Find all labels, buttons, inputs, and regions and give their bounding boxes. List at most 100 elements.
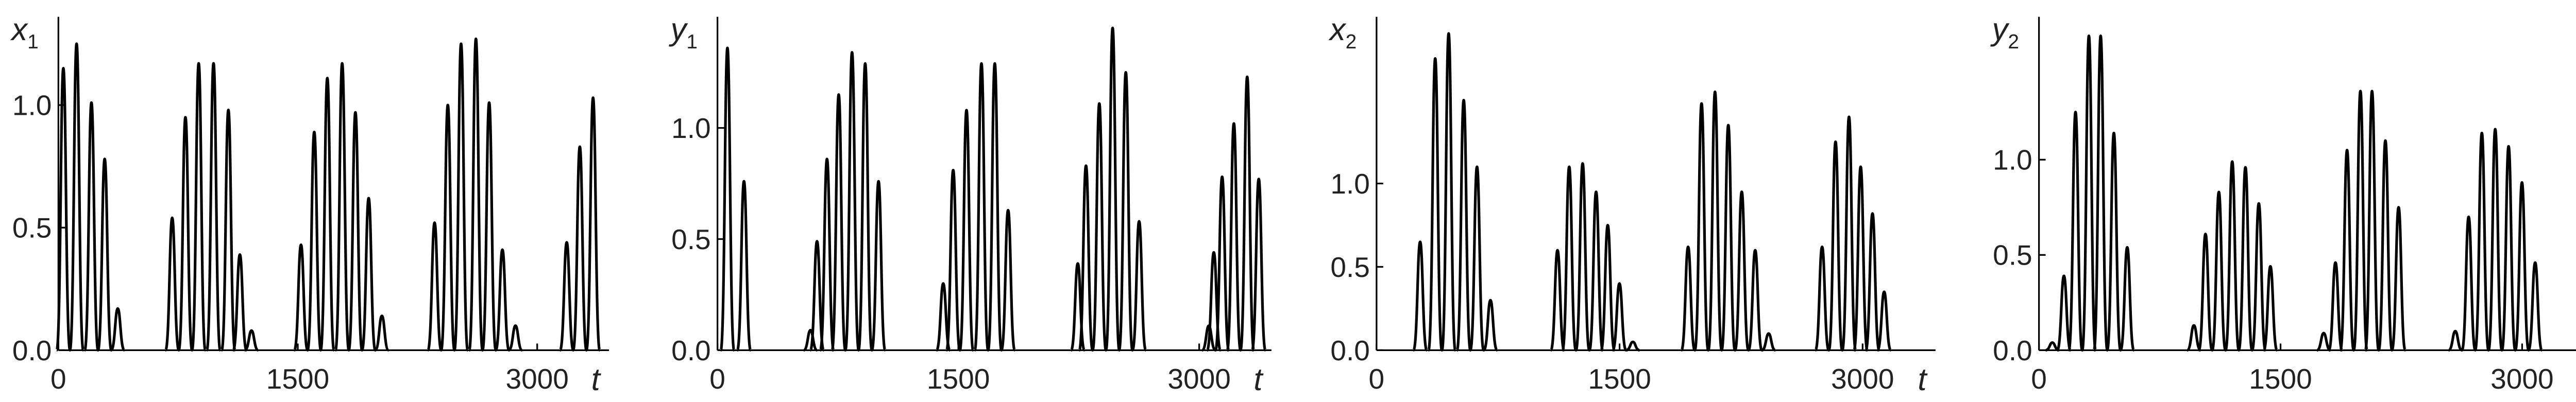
spike — [2237, 166, 2253, 352]
y-axis-label-base: x — [10, 12, 28, 47]
spike — [1226, 122, 1242, 352]
spike — [2461, 215, 2477, 352]
spike — [1693, 102, 1710, 352]
spike — [2119, 246, 2136, 352]
spike — [1588, 190, 1604, 352]
x-axis-label: t — [1918, 362, 1928, 397]
y-tick-label: 1.0 — [671, 112, 711, 144]
spike — [2081, 34, 2097, 352]
spike — [1625, 340, 1640, 352]
spike — [1680, 245, 1697, 352]
spike — [1611, 282, 1628, 352]
spike — [1117, 71, 1134, 352]
x-tick-label: 1500 — [2249, 363, 2312, 395]
spike — [453, 42, 469, 352]
y-axis-label-sub: 2 — [2008, 31, 2019, 53]
spike — [2092, 34, 2109, 352]
spike — [468, 37, 484, 352]
x-axis-label: t — [1253, 362, 1264, 397]
spike — [803, 328, 818, 352]
spike — [571, 145, 588, 352]
y-tick-label: 0.5 — [1993, 239, 2032, 271]
spike — [1440, 32, 1457, 352]
spike — [585, 96, 601, 352]
spike — [2224, 160, 2241, 352]
panel: 0.0 0.5 1.0 0 1500 3000 t x2 — [1328, 12, 1936, 397]
spike — [857, 62, 873, 352]
spike — [191, 62, 207, 352]
spike — [1214, 175, 1230, 352]
spike — [2500, 145, 2517, 352]
x-axis-label: t — [591, 362, 602, 397]
y-axis-label-sub: 1 — [27, 31, 39, 53]
spike — [2364, 90, 2380, 352]
y-axis-label: x1 — [10, 12, 38, 53]
spike — [2262, 265, 2279, 352]
spike — [1853, 165, 1869, 352]
spike — [2197, 232, 2214, 352]
spike — [1239, 75, 1256, 352]
spike — [1574, 162, 1591, 352]
y-tick-label: 1.0 — [1993, 144, 2032, 176]
spike — [1091, 102, 1108, 352]
spike — [2185, 324, 2202, 352]
x-tick-label: 1500 — [266, 363, 329, 395]
spike — [819, 158, 835, 352]
spike — [870, 180, 887, 352]
y-tick-label: 0.0 — [671, 335, 711, 366]
spike — [347, 111, 364, 352]
spike — [2391, 206, 2407, 352]
spike — [2448, 329, 2463, 352]
spike — [334, 62, 350, 352]
spike — [973, 62, 990, 352]
y-tick-label: 0.5 — [671, 223, 711, 255]
spike — [2527, 261, 2544, 352]
x-tick-label: 0 — [2031, 363, 2047, 395]
x-tick-label: 1500 — [927, 363, 990, 395]
spike — [1412, 240, 1428, 352]
spike — [2056, 274, 2072, 352]
spike — [1864, 212, 1881, 352]
y-tick-label: 1.0 — [1330, 168, 1370, 200]
spike — [987, 62, 1003, 352]
spike — [809, 240, 825, 352]
panel: 0.0 0.5 1.0 0 1500 3000 t x1 — [10, 12, 609, 397]
spike — [361, 197, 377, 352]
spike — [1876, 290, 1892, 352]
spike — [1561, 165, 1578, 352]
panel: 0.0 0.5 1.0 0 1500 3000 t y1 — [669, 12, 1272, 397]
y-tick-label: 0.0 — [1330, 335, 1370, 366]
spike — [1250, 178, 1267, 352]
spike — [1600, 223, 1616, 352]
spike — [1814, 245, 1831, 352]
spike — [958, 109, 975, 352]
spike — [935, 282, 952, 352]
y-axis-label-sub: 2 — [1346, 31, 1357, 53]
spike — [1549, 249, 1566, 352]
spike — [2339, 149, 2355, 352]
spike — [2487, 128, 2503, 352]
x-tick-label: 3000 — [2490, 363, 2553, 395]
spike — [2514, 181, 2530, 352]
y-tick-label: 0.5 — [1330, 251, 1370, 283]
x-tick-label: 3000 — [1167, 363, 1230, 395]
spike — [1707, 90, 1723, 352]
spike — [319, 77, 335, 352]
spike — [831, 93, 847, 352]
x-tick-label: 3000 — [505, 363, 568, 395]
spike — [1827, 140, 1844, 352]
spike — [2211, 190, 2227, 352]
y-axis-label-sub: 1 — [686, 31, 698, 53]
spike — [164, 216, 180, 352]
spike — [374, 314, 390, 352]
x-tick-label: 1500 — [1588, 363, 1651, 395]
spike — [83, 101, 99, 352]
spike — [293, 243, 309, 352]
y-axis-label: y1 — [669, 12, 698, 53]
y-axis-label: y2 — [1990, 12, 2019, 53]
spike — [110, 307, 126, 352]
spike — [1427, 57, 1444, 352]
spike — [2473, 131, 2490, 352]
spike — [2352, 90, 2369, 352]
